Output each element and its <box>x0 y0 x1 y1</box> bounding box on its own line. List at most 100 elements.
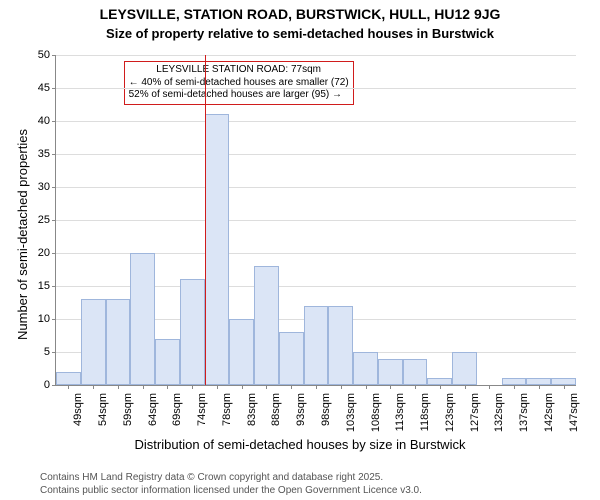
ytick-label: 35 <box>38 148 50 160</box>
histogram-bar <box>403 359 428 385</box>
xtick-mark <box>341 385 342 389</box>
ytick-label: 5 <box>44 346 50 358</box>
xtick-mark <box>514 385 515 389</box>
histogram-bar <box>526 378 551 385</box>
xtick-mark <box>291 385 292 389</box>
xtick-label: 59sqm <box>122 393 134 426</box>
xtick-label: 137sqm <box>518 393 530 432</box>
xtick-label: 118sqm <box>419 393 431 431</box>
histogram-bar <box>155 339 180 385</box>
histogram-bar <box>254 266 279 385</box>
histogram-bar <box>427 378 452 385</box>
xtick-label: 64sqm <box>147 393 159 426</box>
xtick-label: 147sqm <box>568 393 580 432</box>
histogram-bar <box>81 299 106 385</box>
histogram-bar <box>180 279 205 385</box>
chart-title: LEYSVILLE, STATION ROAD, BURSTWICK, HULL… <box>0 6 600 22</box>
ytick-mark <box>52 121 56 122</box>
ytick-mark <box>52 88 56 89</box>
xtick-label: 74sqm <box>196 393 208 426</box>
y-axis-label: Number of semi-detached properties <box>15 129 30 340</box>
ytick-label: 30 <box>38 181 50 193</box>
ytick-mark <box>52 385 56 386</box>
ytick-mark <box>52 187 56 188</box>
xtick-mark <box>192 385 193 389</box>
histogram-bar <box>452 352 477 385</box>
ytick-label: 45 <box>38 82 50 94</box>
xtick-label: 54sqm <box>97 393 109 426</box>
ytick-mark <box>52 55 56 56</box>
gridline <box>56 154 576 155</box>
gridline <box>56 187 576 188</box>
xtick-label: 88sqm <box>270 393 282 426</box>
xtick-mark <box>93 385 94 389</box>
histogram-bar <box>229 319 254 385</box>
xtick-label: 93sqm <box>295 393 307 426</box>
gridline <box>56 220 576 221</box>
xtick-mark <box>489 385 490 389</box>
gridline <box>56 55 576 56</box>
xtick-label: 49sqm <box>72 393 84 426</box>
xtick-mark <box>167 385 168 389</box>
xtick-mark <box>143 385 144 389</box>
histogram-bar <box>502 378 527 385</box>
xtick-label: 113sqm <box>394 393 406 431</box>
xtick-label: 98sqm <box>320 393 332 426</box>
xtick-mark <box>539 385 540 389</box>
annotation-line: LEYSVILLE STATION ROAD: 77sqm <box>129 64 349 77</box>
ytick-mark <box>52 352 56 353</box>
xtick-label: 83sqm <box>246 393 258 426</box>
ytick-mark <box>52 253 56 254</box>
chart-subtitle: Size of property relative to semi-detach… <box>0 26 600 41</box>
histogram-bar <box>328 306 353 385</box>
histogram-bar <box>551 378 576 385</box>
ytick-label: 20 <box>38 247 50 259</box>
xtick-label: 108sqm <box>370 393 382 432</box>
ytick-mark <box>52 286 56 287</box>
histogram-bar <box>353 352 378 385</box>
histogram-bar <box>130 253 155 385</box>
gridline <box>56 88 576 89</box>
ytick-mark <box>52 319 56 320</box>
xtick-mark <box>217 385 218 389</box>
histogram-bar <box>106 299 131 385</box>
xtick-label: 142sqm <box>543 393 555 432</box>
ytick-label: 50 <box>38 49 50 61</box>
xtick-mark <box>118 385 119 389</box>
ytick-label: 15 <box>38 280 50 292</box>
histogram-bar <box>56 372 81 385</box>
annotation-line: 52% of semi-detached houses are larger (… <box>129 89 349 102</box>
xtick-mark <box>564 385 565 389</box>
x-axis-label: Distribution of semi-detached houses by … <box>0 437 600 452</box>
xtick-label: 69sqm <box>171 393 183 426</box>
gridline <box>56 121 576 122</box>
histogram-bar <box>304 306 329 385</box>
xtick-mark <box>390 385 391 389</box>
xtick-label: 78sqm <box>221 393 233 426</box>
ytick-mark <box>52 154 56 155</box>
xtick-label: 123sqm <box>444 393 456 432</box>
chart-plot-area: LEYSVILLE STATION ROAD: 77sqm← 40% of se… <box>55 55 576 386</box>
xtick-label: 132sqm <box>493 393 505 432</box>
annotation-box: LEYSVILLE STATION ROAD: 77sqm← 40% of se… <box>124 61 354 105</box>
chart-container: LEYSVILLE, STATION ROAD, BURSTWICK, HULL… <box>0 0 600 500</box>
ytick-label: 40 <box>38 115 50 127</box>
ytick-label: 0 <box>44 379 50 391</box>
property-marker-line <box>205 55 206 385</box>
histogram-bar <box>279 332 304 385</box>
xtick-label: 127sqm <box>469 393 481 432</box>
xtick-mark <box>68 385 69 389</box>
xtick-mark <box>366 385 367 389</box>
xtick-label: 103sqm <box>345 393 357 432</box>
xtick-mark <box>266 385 267 389</box>
xtick-mark <box>316 385 317 389</box>
footer-line-1: Contains HM Land Registry data © Crown c… <box>40 472 383 483</box>
histogram-bar <box>205 114 230 385</box>
xtick-mark <box>440 385 441 389</box>
xtick-mark <box>242 385 243 389</box>
ytick-label: 10 <box>38 313 50 325</box>
footer-line-2: Contains public sector information licen… <box>40 485 422 496</box>
ytick-label: 25 <box>38 214 50 226</box>
xtick-mark <box>415 385 416 389</box>
ytick-mark <box>52 220 56 221</box>
